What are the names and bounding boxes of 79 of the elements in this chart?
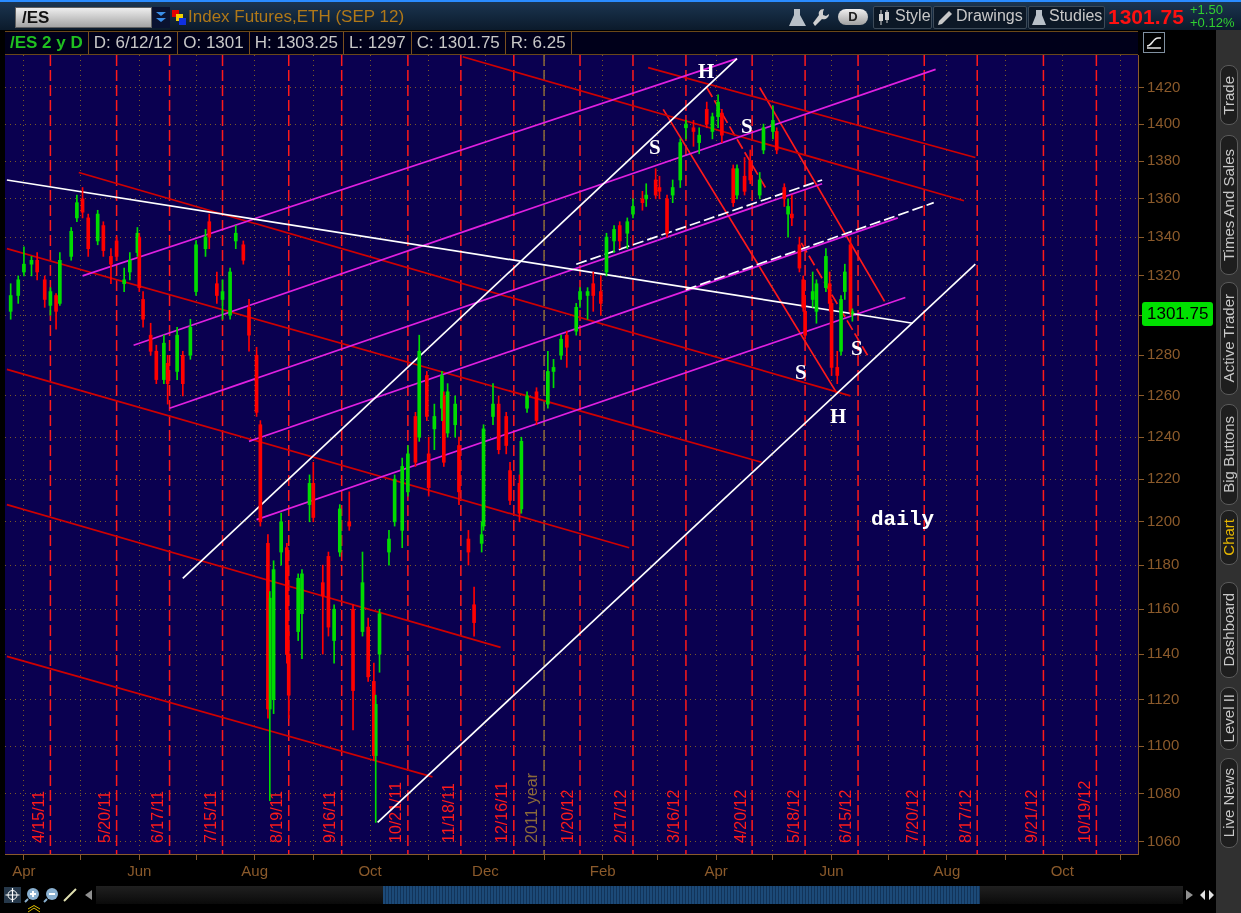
ref-line-label: 2/17/12 (612, 789, 630, 843)
ref-line-label: 8/19/11 (268, 790, 286, 843)
x-tick-label: Apr (704, 862, 728, 880)
annotation: S (795, 360, 807, 384)
text: C: 1301.75 (411, 32, 506, 54)
x-tick-label: Apr (12, 862, 36, 880)
annotation: H (830, 404, 847, 428)
text: O: 1301 (178, 32, 250, 54)
text: L: 1297 (343, 32, 412, 54)
x-tick-label: Jun (127, 862, 152, 880)
ref-line-label: 1/20/12 (559, 789, 577, 843)
y-tick-label: 1400 (1147, 114, 1181, 132)
x-tick-label: Oct (1050, 862, 1075, 880)
annotation: S (649, 135, 661, 159)
text: /ES (22, 8, 50, 28)
y-tick-label: 1140 (1147, 644, 1180, 662)
text: +0.12% (1190, 15, 1235, 30)
ref-line-label: 7/15/11 (201, 790, 219, 843)
ref-line-label: 5/18/12 (784, 789, 802, 843)
y-tick-label: 1420 (1147, 77, 1181, 95)
text: Dashboard (1220, 593, 1237, 667)
text: 1301.75 (1142, 302, 1214, 326)
text: H: 1303.25 (249, 32, 344, 54)
text: +1.50 (1190, 2, 1223, 17)
text: D (838, 9, 868, 25)
ref-line-label: 9/16/11 (321, 790, 339, 843)
y-tick-label: 1380 (1147, 151, 1181, 169)
y-tick-label: 1280 (1147, 345, 1181, 363)
y-tick-label: 1240 (1147, 427, 1181, 445)
y-tick-label: 1100 (1147, 736, 1180, 754)
y-tick-label: 1340 (1147, 227, 1181, 245)
x-tick-label: Aug (241, 862, 269, 880)
ref-line-label: 7/20/12 (903, 789, 921, 843)
ref-line-label: 8/17/12 (956, 789, 974, 843)
y-tick-label: 1120 (1147, 689, 1180, 707)
text: Times And Sales (1220, 149, 1237, 261)
text: Live News (1220, 768, 1237, 838)
text: /ES 2 y D (5, 32, 89, 54)
text: Style (895, 7, 931, 25)
text: R: 6.25 (505, 32, 572, 54)
ref-line-label: 5/20/11 (96, 790, 113, 843)
x-tick-label: Jun (819, 862, 844, 880)
x-tick-label: Feb (589, 862, 616, 880)
ref-line-label: 11/18/11 (440, 782, 458, 843)
text: Big Buttons (1220, 416, 1237, 493)
x-tick-label: Dec (472, 862, 500, 880)
ref-line-label: 3/16/12 (665, 789, 683, 843)
chart-title: Index Futures,ETH (SEP 12) (188, 7, 405, 27)
annotation: S (851, 336, 863, 360)
text: Chart (1220, 519, 1237, 556)
text: Studies (1049, 7, 1103, 25)
ref-line-label: 10/19/12 (1075, 780, 1093, 843)
y-tick-label: 1320 (1147, 266, 1181, 284)
text: Trade (1220, 75, 1237, 115)
y-tick-label: 1060 (1147, 831, 1181, 849)
y-tick-label: 1200 (1147, 511, 1181, 529)
y-tick-label: 1260 (1147, 386, 1181, 404)
text: Active Trader (1220, 294, 1237, 383)
ref-line-label: 6/17/11 (148, 790, 166, 843)
y-tick-label: 1220 (1147, 469, 1181, 487)
ref-line-label: 6/15/12 (837, 789, 855, 843)
annotation: daily (871, 508, 935, 531)
ref-line-label: 2011 year (523, 772, 541, 843)
ref-line-label: 4/20/12 (731, 789, 749, 843)
text: 1301.75 (1108, 5, 1184, 29)
ref-line-label: 4/15/11 (29, 790, 47, 843)
y-tick-label: 1160 (1147, 599, 1180, 617)
annotation: S (741, 114, 753, 138)
x-tick-label: Oct (358, 862, 383, 880)
ref-line-label: 9/21/12 (1022, 789, 1040, 843)
x-tick-label: Aug (933, 862, 961, 880)
y-tick-label: 1360 (1147, 189, 1181, 207)
ref-line-label: 12/16/11 (493, 781, 511, 843)
y-tick-label: 1080 (1147, 783, 1181, 801)
y-tick-label: 1180 (1147, 555, 1180, 573)
text: D: 6/12/12 (88, 32, 179, 54)
ref-line-label: 10/21/11 (387, 781, 405, 843)
text: Level II (1220, 694, 1237, 743)
text: Drawings (956, 7, 1023, 25)
